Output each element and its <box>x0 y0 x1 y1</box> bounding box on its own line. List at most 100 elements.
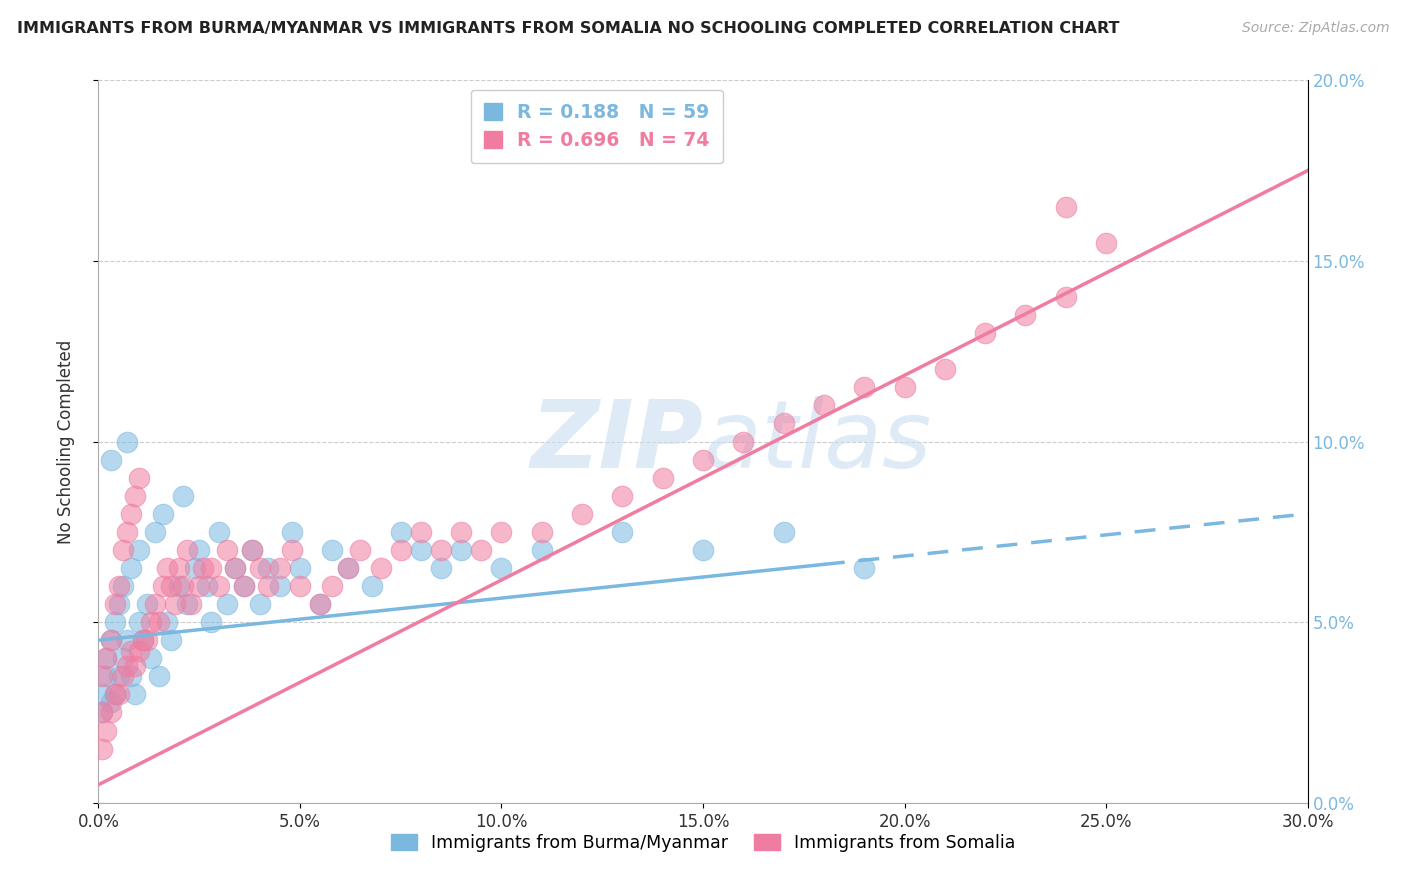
Point <box>430 542 453 557</box>
Point <box>100 706 122 720</box>
Point <box>349 542 371 557</box>
Point <box>172 489 194 503</box>
Point <box>240 542 263 557</box>
Point <box>120 507 142 521</box>
Point <box>160 633 183 648</box>
Point <box>172 579 194 593</box>
Point <box>111 651 134 665</box>
Point <box>200 615 222 630</box>
Point <box>530 524 553 539</box>
Point <box>103 687 125 701</box>
Point <box>370 561 392 575</box>
Point <box>281 524 304 539</box>
Point <box>309 597 332 611</box>
Y-axis label: No Schooling Completed: No Schooling Completed <box>56 340 75 543</box>
Point <box>208 524 231 539</box>
Point <box>91 706 114 720</box>
Point <box>321 579 343 593</box>
Point <box>692 452 714 467</box>
Point <box>651 471 673 485</box>
Point <box>249 597 271 611</box>
Point <box>156 561 179 575</box>
Point <box>132 633 155 648</box>
Point <box>208 579 231 593</box>
Point <box>139 651 162 665</box>
Point <box>148 669 170 683</box>
Point <box>167 561 190 575</box>
Point <box>128 471 150 485</box>
Point <box>612 489 634 503</box>
Point <box>195 579 218 593</box>
Point <box>200 561 222 575</box>
Point <box>232 579 254 593</box>
Text: Source: ZipAtlas.com: Source: ZipAtlas.com <box>1241 21 1389 35</box>
Point <box>853 380 876 394</box>
Text: ZIP: ZIP <box>530 395 703 488</box>
Point <box>107 669 129 683</box>
Point <box>361 579 384 593</box>
Point <box>188 579 211 593</box>
Point <box>135 597 157 611</box>
Point <box>1054 200 1077 214</box>
Point <box>217 597 239 611</box>
Point <box>103 687 125 701</box>
Point <box>128 542 150 557</box>
Point <box>530 542 553 557</box>
Point <box>188 542 211 557</box>
Point <box>934 362 956 376</box>
Point <box>853 561 876 575</box>
Point <box>772 417 794 431</box>
Point <box>249 561 271 575</box>
Point <box>321 542 343 557</box>
Point <box>96 723 118 738</box>
Point <box>813 398 835 412</box>
Point <box>193 561 215 575</box>
Point <box>1054 290 1077 304</box>
Point <box>91 669 114 683</box>
Point <box>269 561 291 575</box>
Point <box>224 561 246 575</box>
Point <box>491 524 513 539</box>
Point <box>115 633 138 648</box>
Point <box>120 644 142 658</box>
Point <box>163 597 186 611</box>
Point <box>148 615 170 630</box>
Point <box>470 542 492 557</box>
Point <box>160 579 183 593</box>
Legend: Immigrants from Burma/Myanmar, Immigrants from Somalia: Immigrants from Burma/Myanmar, Immigrant… <box>384 827 1022 859</box>
Point <box>96 651 118 665</box>
Point <box>152 507 174 521</box>
Point <box>217 542 239 557</box>
Point <box>124 687 146 701</box>
Point <box>107 579 129 593</box>
Point <box>974 326 997 340</box>
Point <box>1014 308 1036 322</box>
Point <box>224 561 246 575</box>
Point <box>491 561 513 575</box>
Point <box>1095 235 1118 250</box>
Point <box>430 561 453 575</box>
Point <box>450 524 472 539</box>
Point <box>240 542 263 557</box>
Point <box>288 579 311 593</box>
Text: atlas: atlas <box>703 396 931 487</box>
Point <box>96 669 118 683</box>
Point <box>167 579 190 593</box>
Point <box>176 542 198 557</box>
Point <box>152 579 174 593</box>
Point <box>256 561 278 575</box>
Point <box>132 633 155 648</box>
Point <box>115 658 138 673</box>
Point <box>124 489 146 503</box>
Point <box>389 524 412 539</box>
Point <box>893 380 915 394</box>
Point <box>91 687 114 701</box>
Text: IMMIGRANTS FROM BURMA/MYANMAR VS IMMIGRANTS FROM SOMALIA NO SCHOOLING COMPLETED : IMMIGRANTS FROM BURMA/MYANMAR VS IMMIGRA… <box>17 21 1119 36</box>
Point <box>103 615 125 630</box>
Point <box>139 615 162 630</box>
Point <box>96 651 118 665</box>
Point <box>269 579 291 593</box>
Point <box>124 658 146 673</box>
Point <box>309 597 332 611</box>
Point <box>103 597 125 611</box>
